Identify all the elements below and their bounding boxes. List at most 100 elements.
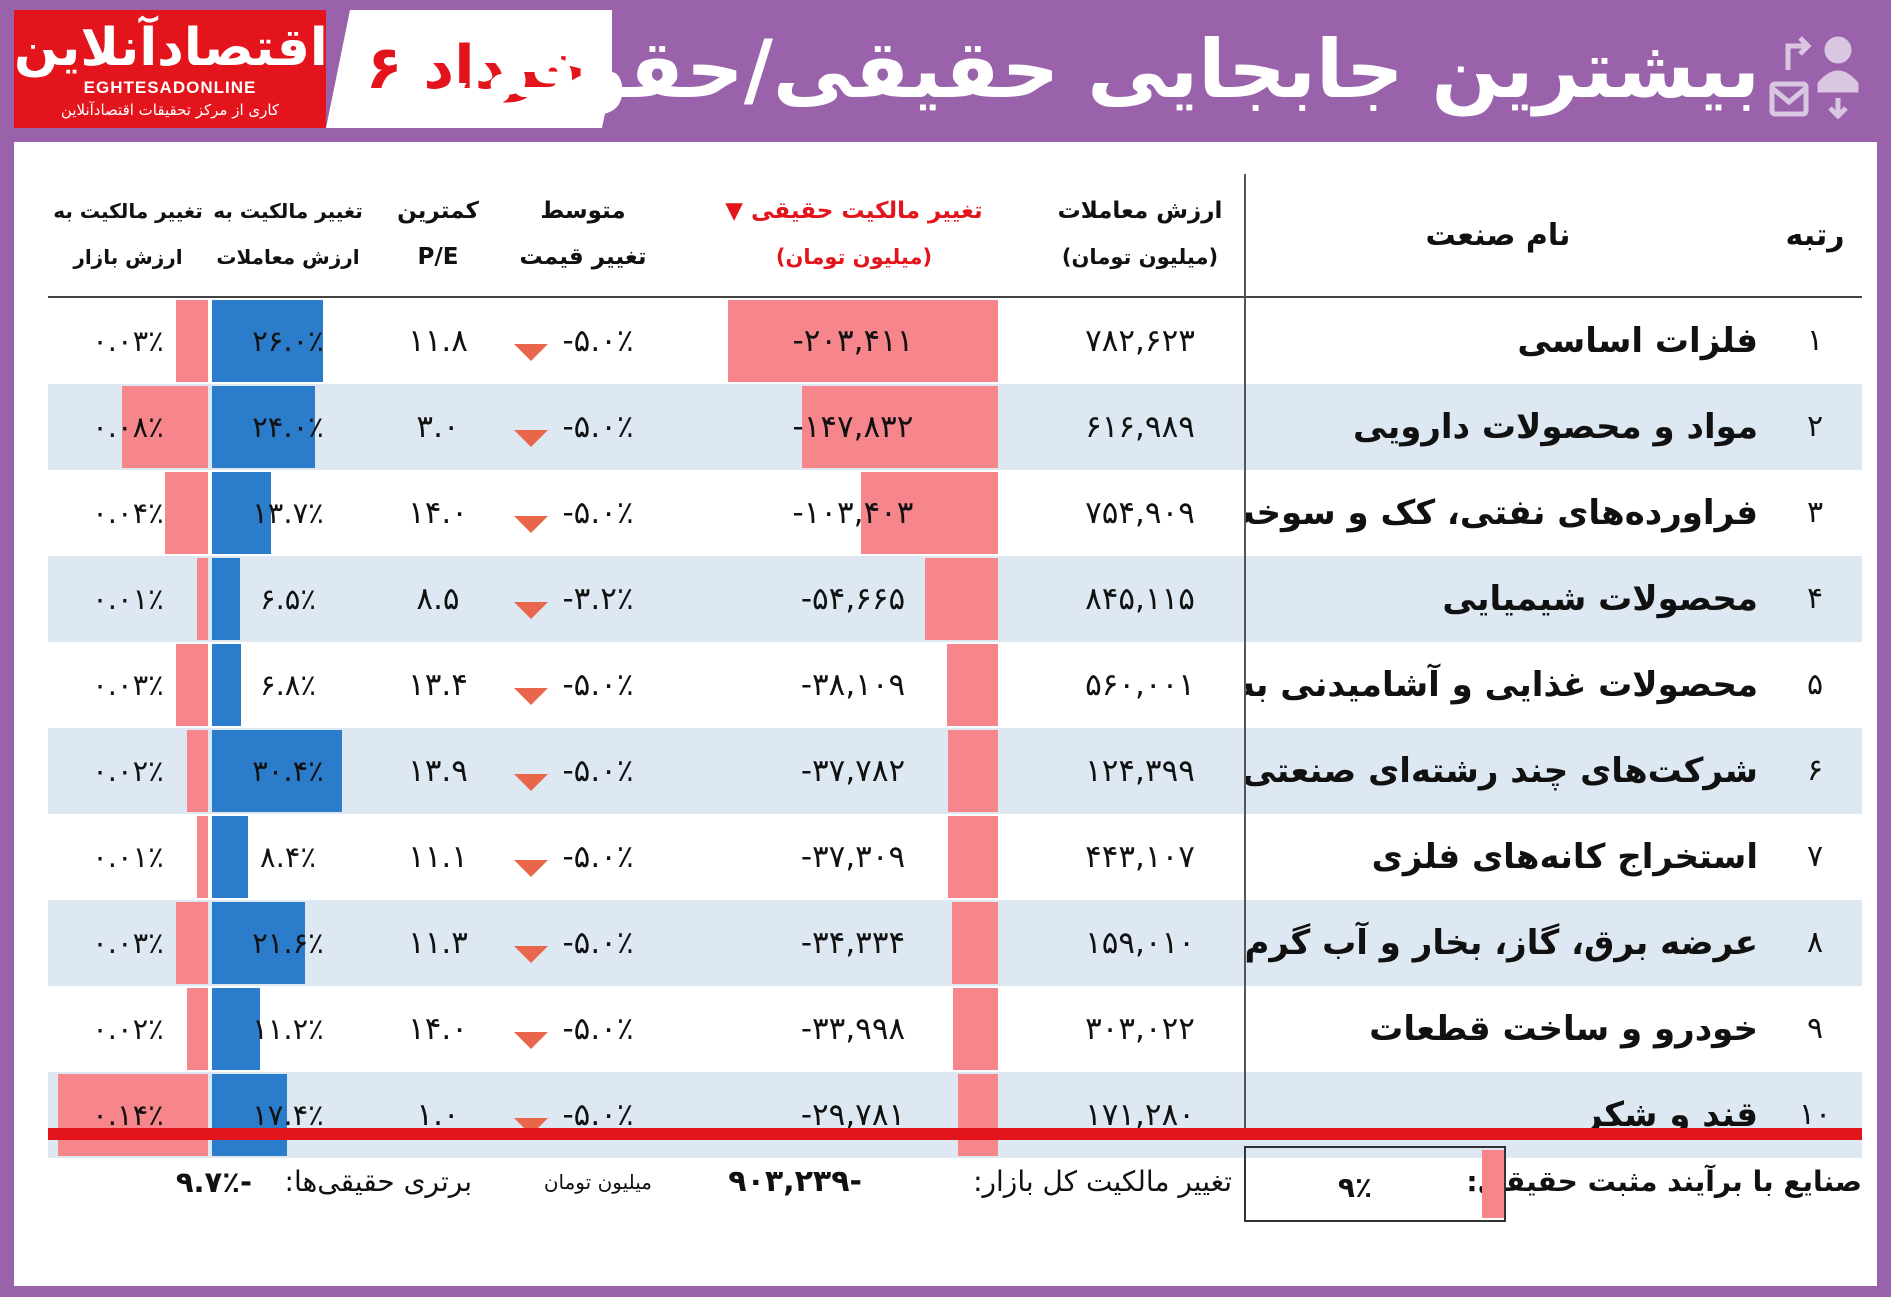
to-market-percent: ۰.۰۳٪: [92, 668, 164, 702]
real-change-value: -۲۹,۷۸۱: [800, 1097, 906, 1133]
dominance-label: برتری حقیقی‌ها:: [284, 1165, 472, 1198]
min-pe: ۱۳.۹: [408, 753, 468, 789]
real-change-value: -۳۷,۷۸۲: [800, 753, 906, 789]
min-pe: ۱۱.۸: [408, 323, 468, 359]
col-header-rank: رتبه: [1785, 218, 1845, 253]
trade-value: ۱۲۴,۳۹۹: [1085, 753, 1195, 789]
market-total-unit: میلیون تومان: [543, 1170, 652, 1194]
price-change: -۵.۰٪: [562, 667, 634, 703]
min-pe: ۱۱.۱: [408, 839, 468, 875]
col-header-value-line1: ارزش معاملات: [1057, 198, 1223, 224]
to-value-percent: ۱۱.۲٪: [252, 1012, 324, 1046]
to-market-bar: [58, 1074, 208, 1156]
col-header-pe-line1: کمترین: [397, 198, 479, 224]
to-value-bar: [212, 300, 323, 382]
to-market-percent: ۰.۰۲٪: [92, 1012, 164, 1046]
rank-cell: ۱۰: [1798, 1097, 1832, 1132]
trade-value: ۶۱۶,۹۸۹: [1085, 409, 1195, 445]
down-arrow-icon: [514, 946, 548, 963]
col-header-to-market-line2: ارزش بازار: [73, 245, 183, 269]
to-value-bar: [212, 902, 305, 984]
col-header-real-change-line1: تغییر مالکیت حقیقی ▼: [725, 198, 983, 224]
to-value-percent: ۶.۵٪: [260, 582, 316, 616]
col-header-price-line2: تغییر قیمت: [519, 244, 647, 270]
to-market-bar: [176, 644, 208, 726]
real-change-bar: [948, 730, 998, 812]
to-market-percent: ۰.۰۳٪: [92, 926, 164, 960]
to-value-percent: ۸.۴٪: [260, 840, 316, 874]
to-value-percent: ۲۴.۰٪: [252, 410, 324, 444]
min-pe: ۱۳.۴: [408, 667, 468, 703]
price-change: -۳.۲٪: [562, 581, 634, 617]
industry-name: محصولات غذایی و آشامیدنی به‌جز قند و شکر: [1246, 665, 1758, 705]
col-header-value-line2: (میلیون تومان): [1061, 245, 1219, 269]
trade-value: ۸۴۵,۱۱۵: [1085, 581, 1195, 617]
col-header-value: ارزش معاملات (میلیون تومان): [1040, 174, 1240, 296]
positive-swatch: [1482, 1150, 1504, 1218]
rank-cell: ۲: [1806, 409, 1824, 444]
real-change-bar: [728, 300, 998, 382]
price-change: -۵.۰٪: [562, 839, 634, 875]
positive-value: ۹٪: [1337, 1171, 1373, 1204]
summary-footer: صنایع با برآیند مثبت حقیقی: ۹٪ تغییر مال…: [48, 1142, 1862, 1222]
rank-cell: ۳: [1806, 495, 1824, 530]
col-header-real-change-line2: (میلیون تومان): [775, 245, 933, 269]
real-change-bar: [947, 644, 998, 726]
to-value-percent: ۲۶.۰٪: [252, 324, 324, 358]
col-header-price-line1: متوسط: [540, 198, 626, 224]
real-change-value: -۱۴۷,۸۳۲: [792, 409, 914, 445]
industry-name: فراورده‌های نفتی، کک و سوخت هسته‌ای: [1246, 493, 1758, 533]
to-market-bar: [122, 386, 208, 468]
price-change: -۵.۰٪: [562, 1011, 634, 1047]
price-change: -۵.۰٪: [562, 495, 634, 531]
to-market-percent: ۰.۱۴٪: [92, 1098, 164, 1132]
down-arrow-icon: [514, 516, 548, 533]
price-change: -۵.۰٪: [562, 409, 634, 445]
trade-value: ۴۴۳,۱۰۷: [1085, 839, 1195, 875]
real-change-value: -۳۸,۱۰۹: [800, 667, 906, 703]
to-market-bar: [176, 300, 208, 382]
to-market-percent: ۰.۰۱٪: [92, 840, 164, 874]
real-change-bar: [958, 1074, 998, 1156]
to-market-percent: ۰.۰۲٪: [92, 754, 164, 788]
table-row: ۸ عرضه برق، گاز، بخار و آب گرم ۱۵۹,۰۱۰ -۵.۰…: [48, 900, 1862, 986]
table-row: ۴ محصولات شیمیایی ۸۴۵,۱۱۵ -۳.۲٪ ۸.۵ -۵۴,۶۶۵ ۶.…: [48, 556, 1862, 642]
to-value-percent: ۳۰.۴٪: [252, 754, 324, 788]
to-market-percent: ۰.۰۴٪: [92, 496, 164, 530]
down-arrow-icon: [514, 430, 548, 447]
trade-value: ۵۶۰,۰۰۱: [1085, 667, 1195, 703]
header-divider: [48, 296, 1862, 298]
real-change-value: -۱۰۳,۴۰۳: [792, 495, 914, 531]
down-arrow-icon: [514, 1032, 548, 1049]
to-market-bar: [165, 472, 208, 554]
to-value-bar: [212, 644, 241, 726]
down-arrow-icon: [514, 602, 548, 619]
to-value-percent: ۲۱.۶٪: [252, 926, 324, 960]
rank-cell: ۷: [1806, 839, 1824, 874]
min-pe: ۱.۰: [416, 1097, 460, 1133]
trade-value: ۳۰۳,۰۲۲: [1085, 1011, 1195, 1047]
down-arrow-icon: [514, 774, 548, 791]
real-change-value: -۵۴,۶۶۵: [800, 581, 906, 617]
logo-tagline: کاری از مرکز تحقیقات اقتصادآنلاین: [60, 101, 280, 119]
logo-persian-text: اقتصادآنلاین: [14, 18, 326, 78]
table-row: ۳ فراورده‌های نفتی، کک و سوخت هسته‌ای ۷۵۴,…: [48, 470, 1862, 556]
price-change: -۵.۰٪: [562, 925, 634, 961]
real-change-value: -۳۴,۳۳۴: [800, 925, 906, 961]
industry-name: عرضه برق، گاز، بخار و آب گرم: [1246, 923, 1758, 963]
industry-name: استخراج کانه‌های فلزی: [1371, 837, 1758, 877]
to-market-bar: [176, 902, 208, 984]
table-row: ۹ خودرو و ساخت قطعات ۳۰۳,۰۲۲ -۵.۰٪ ۱۴.۰ -۳۳,۹…: [48, 986, 1862, 1072]
to-value-percent: ۶.۸٪: [260, 668, 316, 702]
down-arrow-icon: [514, 344, 548, 361]
to-value-bar: [212, 730, 342, 812]
down-arrow-icon: [514, 688, 548, 705]
table-panel: رتبه نام صنعت ارزش معاملات (میلیون تومان…: [14, 142, 1877, 1286]
price-change: -۵.۰٪: [562, 753, 634, 789]
to-market-bar: [187, 988, 208, 1070]
to-value-bar: [212, 816, 248, 898]
date-badge: ۶ خرداد: [326, 10, 626, 128]
real-change-bar: [952, 902, 998, 984]
price-change: -۵.۰٪: [562, 1097, 634, 1133]
to-market-bar: [187, 730, 208, 812]
